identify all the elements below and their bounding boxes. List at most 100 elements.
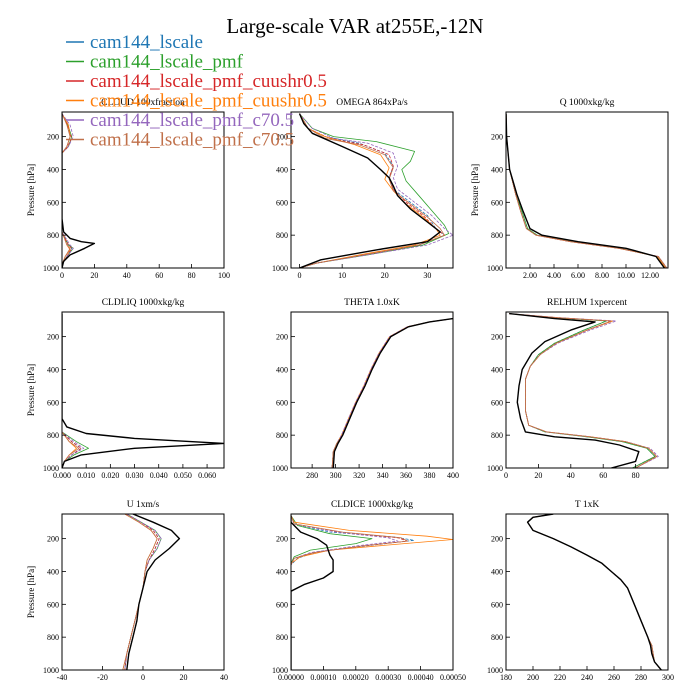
x-tick-label: 2.00 (523, 271, 537, 280)
y-tick-label: 1000 (487, 464, 503, 473)
x-tick-label: 80 (188, 271, 196, 280)
series-line-5 (331, 318, 453, 468)
panel-5: THETA 1.0xK 280 300 320 340 360 380 400 200 400 60… (272, 298, 459, 480)
y-tick-label: 800 (491, 231, 503, 240)
plot-frame (505, 111, 669, 269)
panel-title: Q 1000xkg/kg (560, 98, 615, 108)
x-tick-label: 0.010 (77, 471, 95, 480)
y-tick-label: 600 (47, 600, 59, 609)
y-tick-label: 600 (491, 398, 503, 407)
y-tick-label: 200 (47, 535, 59, 544)
legend: cam144_lscalecam144_lscale_pmfcam144_lsc… (66, 32, 327, 151)
plot-frame (61, 111, 225, 269)
y-tick-label: 800 (47, 431, 59, 440)
series-line-7 (509, 313, 658, 468)
panel-4: CLDLIQ 1000xkg/kg 0.000 0.010 0.020 0.030 0.0… (26, 298, 225, 480)
x-tick-label: 0.00040 (408, 673, 434, 682)
legend-entry: cam144_lscale_pmf_c70.5 (90, 110, 294, 131)
y-tick-label: 200 (491, 333, 503, 342)
series-line-5 (291, 515, 453, 670)
panel-title: CLOUD 100xfraction (101, 97, 185, 108)
series-line-3 (291, 515, 373, 670)
plot-frame (290, 513, 454, 671)
y-tick-label: 600 (276, 600, 288, 609)
series-line-1 (506, 113, 665, 268)
y-tick-label: 200 (47, 133, 59, 142)
series-line-1 (62, 313, 224, 468)
series-line-5 (506, 113, 666, 268)
series-line-5 (62, 113, 71, 265)
series-line-4 (527, 514, 662, 670)
y-tick-label: 600 (276, 398, 288, 407)
plot-frame (290, 311, 454, 469)
series-line-7 (122, 514, 158, 670)
y-tick-label: 1000 (43, 264, 59, 273)
series-line-1 (126, 514, 181, 670)
y-tick-label: 600 (47, 398, 59, 407)
series-line-6 (62, 113, 74, 265)
y-tick-label: 400 (491, 165, 503, 174)
y-tick-label: 200 (276, 535, 288, 544)
x-tick-label: 220 (554, 673, 566, 682)
series-line-7 (331, 318, 453, 468)
y-tick-label: 200 (491, 133, 503, 142)
x-tick-label: 0.050 (174, 471, 192, 480)
y-tick-label: 200 (276, 133, 288, 142)
series-line-1 (509, 312, 640, 468)
x-tick-label: -40 (57, 673, 68, 682)
y-tick-label: 800 (276, 431, 288, 440)
x-tick-label: 0.060 (198, 471, 216, 480)
series-line-1 (526, 514, 662, 670)
x-tick-label: 0.00050 (440, 673, 466, 682)
y-axis-label: Pressure [hPa] (26, 566, 36, 618)
y-tick-label: 400 (276, 365, 288, 374)
x-tick-label: 0.00030 (375, 673, 401, 682)
series-line-1 (291, 515, 334, 670)
x-tick-label: 180 (500, 673, 512, 682)
x-tick-label: 280 (635, 673, 647, 682)
y-tick-label: 600 (276, 198, 288, 207)
series-line-7 (291, 515, 408, 670)
legend-entry: cam144_lscale (90, 32, 203, 53)
x-tick-label: 280 (306, 471, 318, 480)
series-line-6 (527, 514, 662, 670)
x-tick-label: 340 (377, 471, 389, 480)
series-line-6 (299, 113, 453, 268)
y-axis-label: Pressure [hPa] (26, 164, 36, 216)
x-tick-label: 0 (60, 271, 64, 280)
x-tick-label: 0.00000 (278, 673, 304, 682)
y-tick-label: 1000 (487, 264, 503, 273)
series-line-5 (527, 514, 662, 670)
series-line-1 (62, 113, 96, 268)
plot-frame (505, 513, 669, 671)
x-tick-label: 0.030 (126, 471, 144, 480)
plot-frame (61, 311, 225, 469)
y-tick-label: 600 (491, 600, 503, 609)
x-tick-label: 0.00010 (310, 673, 336, 682)
legend-entry: cam144_lscale_pmf_cuushr0.5 (90, 71, 327, 92)
x-tick-label: 300 (330, 471, 342, 480)
panel-title: U 1xm/s (127, 500, 160, 510)
y-tick-label: 1000 (272, 464, 288, 473)
plot-frame (61, 513, 225, 671)
y-tick-label: 200 (491, 535, 503, 544)
x-tick-label: 60 (599, 471, 607, 480)
x-tick-label: 40 (220, 673, 228, 682)
panel-9: T 1xK 180 200 220 240 260 280 300 200 400 600 800 10… (487, 500, 674, 682)
x-tick-label: 80 (632, 471, 640, 480)
panel-title: CLDICE 1000xkg/kg (331, 500, 413, 510)
x-tick-label: -20 (97, 673, 108, 682)
y-tick-label: 1000 (272, 264, 288, 273)
x-tick-label: 40 (567, 471, 575, 480)
series-line-2 (291, 515, 415, 670)
y-axis-label: Pressure [hPa] (470, 164, 480, 216)
x-tick-label: 6.00 (571, 271, 585, 280)
y-tick-label: 800 (491, 431, 503, 440)
y-tick-label: 400 (276, 165, 288, 174)
panel-title: OMEGA 864xPa/s (336, 98, 408, 108)
legend-entry: cam144_lscale_pmf (90, 52, 244, 73)
y-tick-label: 800 (276, 231, 288, 240)
x-tick-label: 60 (155, 271, 163, 280)
x-tick-label: 20 (534, 471, 542, 480)
